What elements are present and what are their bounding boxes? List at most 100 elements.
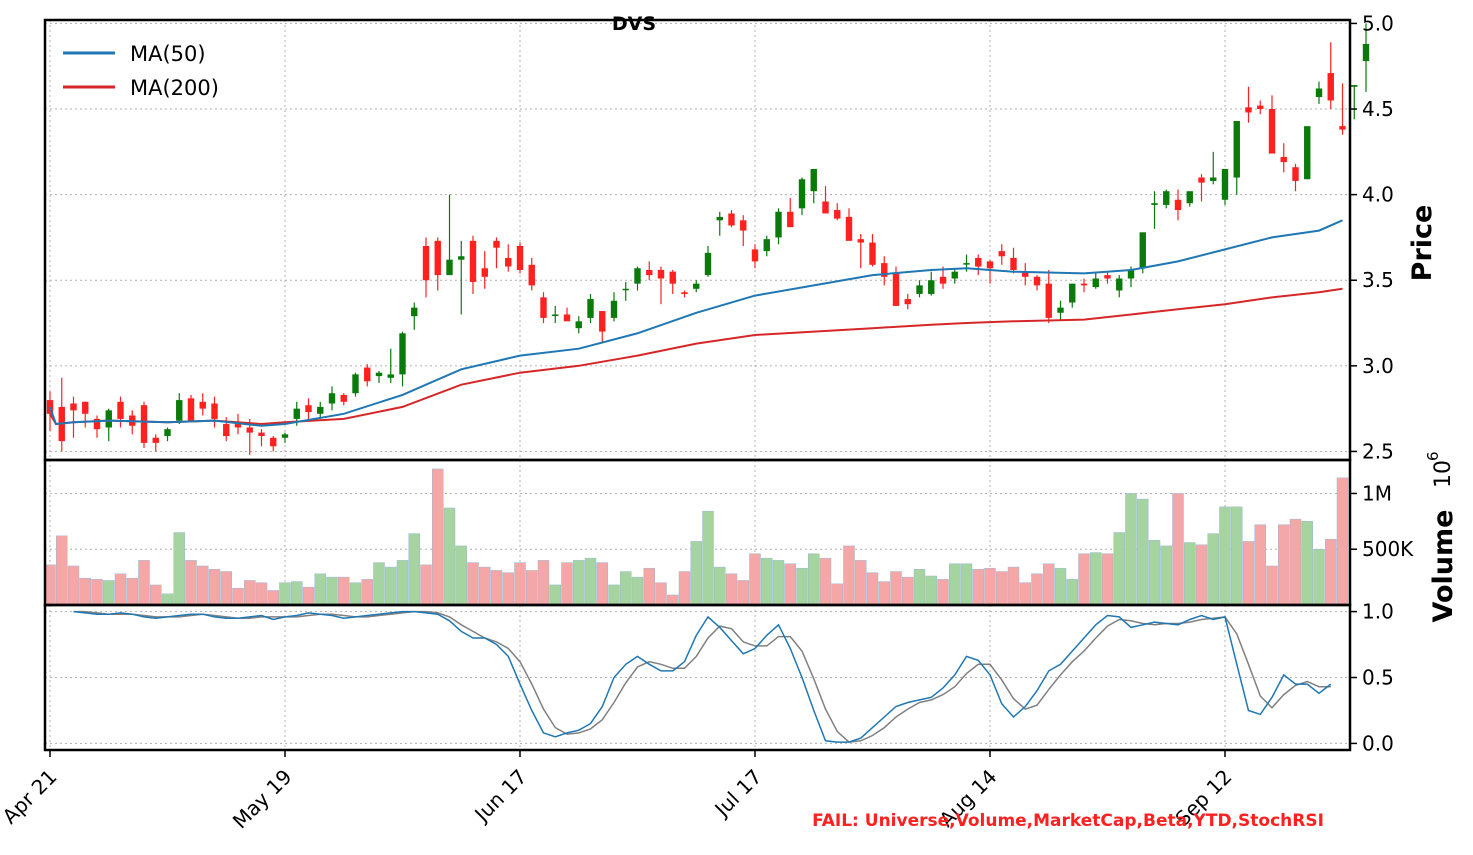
price-tick-label: 3.5 (1362, 268, 1394, 292)
volume-bar (913, 569, 926, 606)
candle-body (775, 211, 782, 238)
price-tick-label: 4.5 (1362, 97, 1394, 121)
candle-body (1116, 278, 1123, 291)
x-tick-label: May 19 (228, 765, 297, 834)
volume-bar (584, 557, 597, 606)
candle-body (1221, 168, 1229, 200)
candle-body (446, 259, 453, 276)
volume-bar (1066, 579, 1078, 606)
volume-bar (1278, 524, 1290, 606)
candle-body (1033, 276, 1041, 286)
candle-body (281, 434, 289, 438)
stoch-lines (73, 610, 1332, 743)
volume-multiplier: 10 6 (1424, 451, 1456, 488)
candle-body (1163, 191, 1170, 205)
volume-bar (185, 560, 197, 606)
candle-body (881, 263, 888, 277)
candle-body (152, 437, 159, 443)
volume-bar (678, 571, 691, 606)
volume-bar (220, 571, 232, 606)
volume-bar (1031, 573, 1043, 606)
candle-body (223, 424, 230, 437)
volume-bar (267, 590, 279, 606)
volume-bar (408, 533, 420, 606)
volume-bar (161, 593, 174, 606)
candle-body (317, 406, 324, 414)
volume-bar (855, 560, 867, 606)
volume-bar (925, 575, 937, 606)
candles (46, 23, 1370, 455)
volume-bar (126, 577, 138, 606)
candle-body (528, 264, 535, 286)
candle-body (928, 280, 935, 294)
volume-tick-label: 500K (1362, 537, 1414, 561)
volume-bar (866, 572, 879, 606)
candle-body (422, 245, 430, 281)
volume-bar (831, 583, 843, 606)
candle-body (939, 276, 947, 284)
candle-body (1233, 121, 1240, 178)
volume-bar (467, 562, 479, 606)
candle-body (563, 314, 571, 322)
volume-bar (91, 579, 103, 606)
candle-body (1245, 107, 1252, 113)
volume-bar (1160, 545, 1172, 606)
volume-bar (620, 571, 632, 606)
volume-bar (1301, 521, 1313, 606)
candle-body (1104, 275, 1111, 279)
volume-bar (1231, 506, 1243, 606)
volume-bar (1184, 542, 1196, 606)
volume-bar (608, 584, 620, 606)
volume-bar (643, 567, 655, 606)
volume-bar (208, 569, 221, 606)
stoch-tick-label: 1.0 (1362, 600, 1394, 624)
volume-bar (1007, 566, 1020, 606)
volume-bar (455, 545, 467, 606)
stoch-k-line (73, 610, 1332, 743)
volume-bar (878, 581, 890, 606)
volume-multiplier-exponent: 6 (1424, 451, 1442, 461)
volume-bar (420, 564, 432, 606)
candle-body (716, 216, 723, 221)
volume-bar (173, 532, 185, 606)
candle-body (1045, 283, 1052, 318)
candle-body (399, 333, 406, 375)
candle-body (916, 285, 923, 294)
volume-bar (808, 553, 820, 606)
legend-ma50-label: MA(50) (130, 42, 206, 66)
candle-body (1304, 126, 1311, 180)
ma200-line (49, 287, 1343, 426)
stoch-tick-label: 0.5 (1362, 666, 1394, 690)
volume-bar (749, 553, 761, 606)
volume-bar (549, 584, 561, 606)
candle-body (199, 401, 206, 409)
candle-body (187, 398, 195, 421)
volume-bar (1289, 518, 1302, 606)
volume-bar (326, 576, 338, 606)
price-axis-label: Price (1407, 205, 1438, 282)
volume-bar (655, 582, 667, 606)
x-tick-label: Apr 21 (0, 765, 62, 829)
candle-body (481, 268, 488, 277)
volume-bar (725, 573, 738, 606)
candle-body (1151, 203, 1158, 205)
volume-bar (526, 570, 538, 606)
candle-body (540, 297, 547, 318)
candle-body (352, 374, 359, 394)
candle-body (1292, 167, 1299, 181)
candle-body (587, 299, 594, 318)
axis-tick-labels: 2.5 3.0 3.5 4.0 4.5 5.0 500K 1M 0.0 0.5 1.0 (1350, 11, 1414, 755)
candle-body (1127, 269, 1135, 279)
volume-bar (1325, 538, 1337, 606)
volume-bar (702, 511, 714, 606)
price-tick-label: 2.5 (1362, 439, 1394, 463)
candle-body (1092, 278, 1099, 288)
volume-multiplier-base: 10 (1431, 460, 1456, 488)
candle-body (1174, 199, 1182, 211)
volume-bar (890, 571, 902, 606)
volume-bar (490, 570, 503, 606)
legend: MA(50) MA(200) (63, 42, 219, 100)
chart-title: DVS (612, 13, 656, 35)
candle-body (164, 429, 171, 437)
volume-bar (573, 560, 585, 606)
